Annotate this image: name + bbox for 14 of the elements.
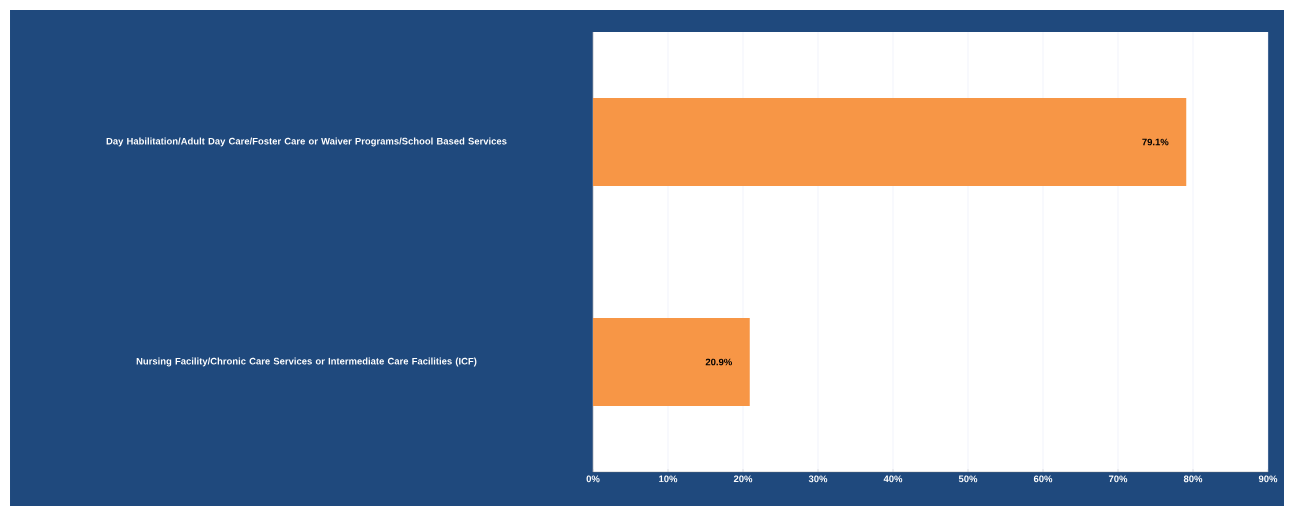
x-tick-label: 0%: [586, 475, 600, 483]
x-tick-label: 70%: [1108, 475, 1128, 483]
data-label: 20.9%: [705, 358, 732, 366]
data-label: 79.1%: [1142, 138, 1169, 146]
x-tick-label: 10%: [659, 475, 678, 483]
x-tick-label: 50%: [958, 475, 978, 483]
x-tick-label: 80%: [1183, 475, 1203, 483]
x-tick-label: 60%: [1033, 475, 1053, 483]
x-tick-label: 30%: [808, 475, 828, 483]
x-tick-label: 40%: [883, 475, 903, 483]
x-tick-label: 20%: [733, 475, 753, 483]
y-tick-label: Day Habilitation/Adult Day Care/Foster Care or Waiver Programs/School Based Services: [106, 137, 507, 147]
x-tick-label: 90%: [1258, 475, 1278, 483]
y-tick-label: Nursing Facility/Chronic Care Services or Intermediate Care Facilities (ICF): [136, 357, 477, 367]
